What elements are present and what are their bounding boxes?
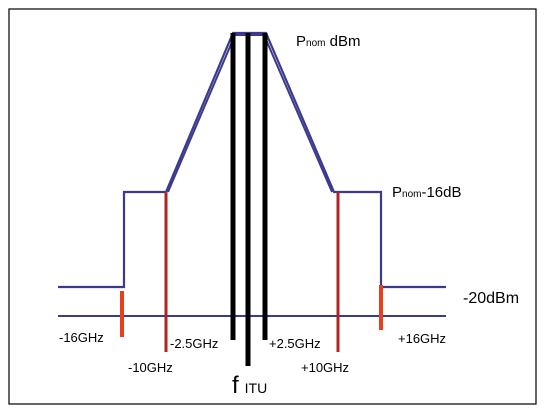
diagram-frame [8, 8, 537, 405]
label-plus-10ghz: +10GHz [301, 360, 349, 375]
label-f-itu: f ITU [232, 372, 267, 399]
label-shoulder-power: Pnom-16dB [392, 184, 462, 201]
label-plus-2-5ghz: +2.5GHz [269, 336, 321, 351]
label-nominal-power: Pnom dBm [296, 33, 360, 50]
label-minus-16ghz: -16GHz [59, 330, 104, 345]
label-floor-power: -20dBm [463, 290, 519, 307]
spectral-mask-outline [58, 31, 446, 289]
label-minus-10ghz: -10GHz [128, 360, 173, 375]
label-minus-2-5ghz: -2.5GHz [170, 336, 218, 351]
label-plus-16ghz: +16GHz [398, 331, 446, 346]
